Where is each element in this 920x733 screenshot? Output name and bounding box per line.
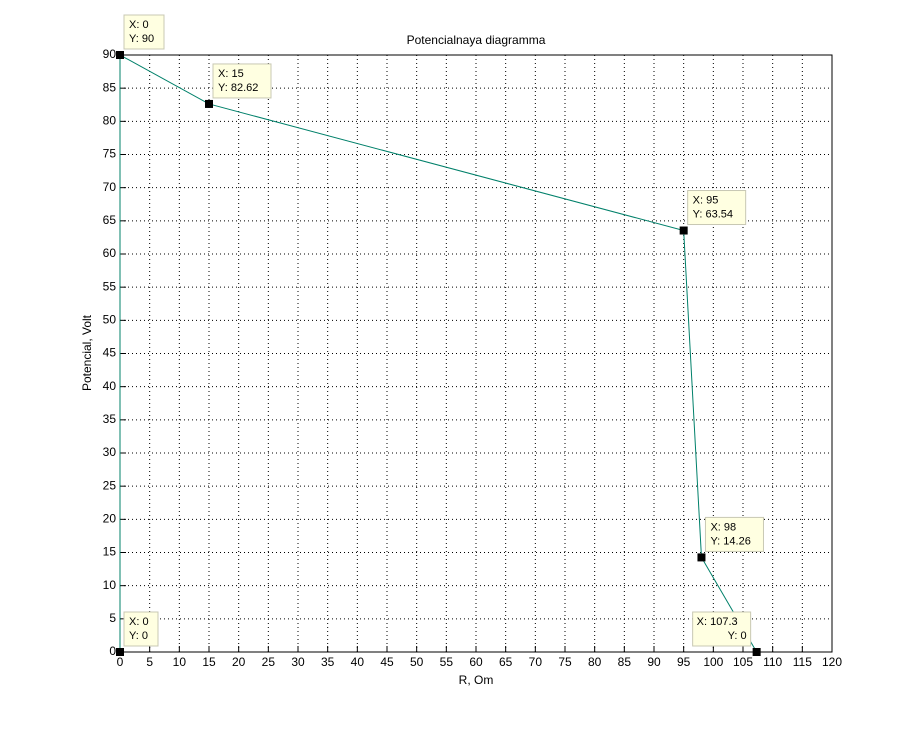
x-tick-label: 60 bbox=[469, 655, 483, 669]
y-tick-label: 30 bbox=[103, 445, 117, 459]
data-tip: X: 15 Y: 82.62 bbox=[212, 63, 272, 99]
data-tip-y: Y: 14.26 bbox=[710, 535, 750, 547]
data-tip-y: Y: 90 bbox=[129, 33, 154, 45]
data-tip-box bbox=[212, 63, 272, 99]
y-tick-label: 15 bbox=[103, 545, 117, 559]
data-tip-x: X: 15 bbox=[218, 68, 244, 80]
data-tip-box bbox=[123, 611, 159, 647]
y-tick-label: 20 bbox=[103, 512, 117, 526]
data-tip-x: X: 107.3 bbox=[697, 616, 738, 628]
x-tick-label: 50 bbox=[410, 655, 424, 669]
y-tick-label: 10 bbox=[103, 578, 117, 592]
data-tip-y: Y: 0 bbox=[728, 630, 747, 642]
x-tick-label: 110 bbox=[763, 655, 782, 669]
x-tick-label: 95 bbox=[677, 655, 691, 669]
data-marker bbox=[697, 553, 706, 562]
x-tick-label: 70 bbox=[529, 655, 543, 669]
data-tip: X: 95 Y: 63.54 bbox=[687, 190, 747, 226]
x-tick-label: 120 bbox=[822, 655, 842, 669]
x-tick-label: 115 bbox=[793, 655, 812, 669]
data-marker bbox=[205, 99, 213, 108]
data-marker bbox=[752, 648, 761, 656]
x-tick-label: 100 bbox=[703, 655, 723, 669]
x-axis-label: R, Om bbox=[459, 673, 494, 687]
data-tip-x: X: 95 bbox=[693, 194, 719, 206]
chart-title: Potencialnaya diagramma bbox=[407, 33, 546, 47]
data-tip-box bbox=[687, 190, 747, 226]
y-tick-label: 80 bbox=[103, 114, 117, 128]
x-tick-label: 25 bbox=[262, 655, 276, 669]
x-tick-label: 35 bbox=[321, 655, 335, 669]
x-tick-label: 0 bbox=[117, 655, 124, 669]
data-tip: X: 107.3 Y: 0 bbox=[692, 611, 752, 647]
data-line bbox=[119, 54, 758, 653]
data-tip-x: X: 0 bbox=[129, 616, 149, 628]
data-tip-x: X: 0 bbox=[129, 19, 149, 31]
x-tick-label: 55 bbox=[440, 655, 454, 669]
x-tick-label: 105 bbox=[733, 655, 753, 669]
data-tip-y: Y: 82.62 bbox=[218, 82, 258, 94]
x-tick-label: 5 bbox=[146, 655, 153, 669]
data-tip-box bbox=[704, 516, 764, 552]
data-tip-box bbox=[692, 611, 752, 647]
x-tick-label: 45 bbox=[380, 655, 394, 669]
x-tick-label: 65 bbox=[499, 655, 513, 669]
y-tick-label: 85 bbox=[103, 80, 117, 94]
y-axis-label: Potencial, Volt bbox=[80, 314, 94, 391]
x-tick-label: 85 bbox=[618, 655, 632, 669]
x-tick-label: 30 bbox=[291, 655, 305, 669]
data-marker bbox=[679, 226, 688, 235]
x-tick-label: 75 bbox=[558, 655, 572, 669]
data-tip-y: Y: 63.54 bbox=[693, 208, 733, 220]
x-tick-label: 20 bbox=[232, 655, 246, 669]
data-tip: X: 98 Y: 14.26 bbox=[704, 516, 764, 552]
x-tick-label: 40 bbox=[351, 655, 365, 669]
x-tick-label: 90 bbox=[647, 655, 661, 669]
y-tick-label: 0 bbox=[109, 644, 116, 658]
y-tick-label: 50 bbox=[103, 313, 117, 327]
x-tick-label: 15 bbox=[202, 655, 216, 669]
y-tick-label: 60 bbox=[103, 246, 117, 260]
y-tick-label: 40 bbox=[103, 379, 117, 393]
data-tip: X: 0 Y: 0 bbox=[123, 611, 159, 647]
data-tip-box bbox=[123, 14, 165, 50]
y-tick-label: 65 bbox=[103, 213, 117, 227]
y-tick-label: 25 bbox=[103, 478, 117, 492]
y-tick-label: 75 bbox=[103, 147, 117, 161]
data-marker bbox=[116, 648, 124, 656]
data-marker bbox=[116, 51, 124, 59]
data-tip-x: X: 98 bbox=[710, 521, 736, 533]
x-tick-label: 10 bbox=[173, 655, 187, 669]
y-tick-label: 90 bbox=[103, 47, 117, 61]
y-tick-label: 35 bbox=[103, 412, 117, 426]
data-tip-y: Y: 0 bbox=[129, 630, 148, 642]
y-tick-label: 70 bbox=[103, 180, 117, 194]
y-tick-label: 55 bbox=[103, 279, 117, 293]
y-tick-label: 45 bbox=[103, 346, 117, 360]
x-tick-label: 80 bbox=[588, 655, 602, 669]
data-tip: X: 0 Y: 90 bbox=[123, 14, 165, 50]
y-tick-label: 5 bbox=[109, 611, 116, 625]
